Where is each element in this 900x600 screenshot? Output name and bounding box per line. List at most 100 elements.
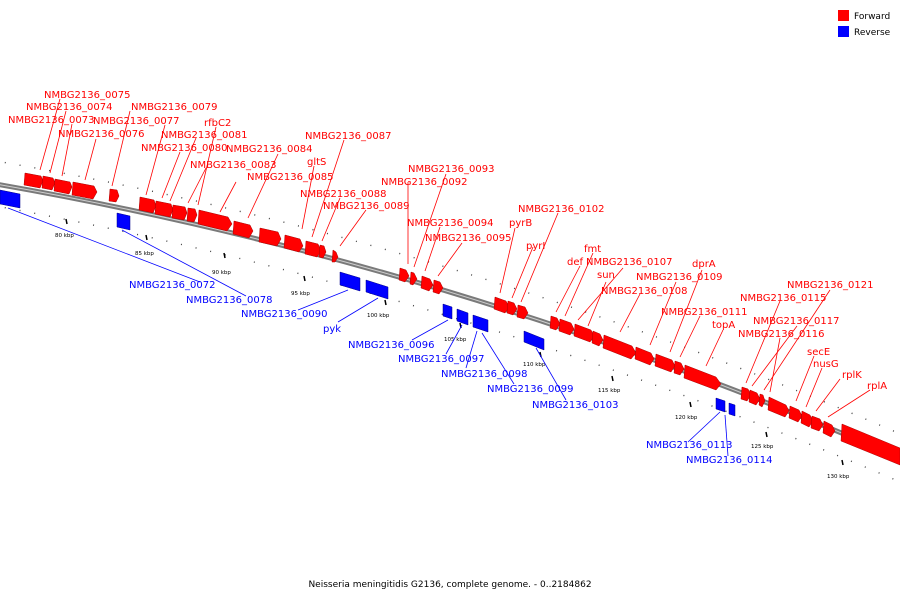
forward-gene: [71, 181, 98, 200]
gene-label: NMBG2136_0113: [646, 440, 732, 451]
tick-label: 100 kbp: [367, 313, 390, 319]
gene-label: rfbC2: [204, 118, 231, 129]
gene-label: NMBG2136_0081: [161, 130, 247, 141]
gene-label: NMBG2136_0076: [58, 129, 144, 140]
reverse-gene: [365, 279, 389, 300]
gene-label: NMBG2136_0115: [740, 293, 826, 304]
forward-gene: [654, 353, 676, 373]
forward-gene: [573, 323, 595, 343]
gene-label: topA: [712, 320, 735, 331]
forward-gene: [398, 267, 410, 283]
forward-gene: [108, 188, 120, 203]
forward-gene: [318, 244, 327, 259]
forward-gene: [331, 249, 339, 263]
forward-gene: [154, 200, 174, 218]
forward-gene: [23, 172, 44, 189]
reverse-gene: [472, 314, 489, 333]
reverse-gene: [456, 308, 469, 326]
legend-reverse-label: Reverse: [854, 28, 891, 38]
forward-gene: [197, 209, 233, 232]
forward-gene: [420, 275, 434, 292]
gene-label: NMBG2136_0080: [141, 143, 227, 154]
gene-label: fmt: [584, 244, 601, 255]
legend-forward-swatch: [838, 10, 849, 21]
forward-gene: [740, 386, 752, 402]
reverse-gene: [116, 212, 131, 231]
gene-label: NMBG2136_0088: [300, 189, 386, 200]
forward-gene-labels: NMBG2136_0075 NMBG2136_0074 NMBG2136_007…: [8, 90, 887, 392]
forward-gene: [673, 360, 685, 376]
legend-forward-label: Forward: [854, 12, 890, 22]
gene-label: NMBG2136_0102: [518, 204, 604, 215]
forward-gene: [53, 178, 73, 195]
forward-gene: [493, 296, 510, 314]
gene-label: NMBG2136_0109: [636, 272, 722, 283]
forward-gene: [171, 204, 188, 221]
major-ticks: [65, 218, 844, 466]
gene-label: NMBG2136_0116: [738, 329, 824, 340]
gene-label: NMBG2136_0121: [787, 280, 873, 291]
legend-reverse-swatch: [838, 26, 849, 37]
forward-gene: [634, 346, 655, 366]
gene-label: NMBG2136_0090: [241, 309, 327, 320]
gene-label: rplA: [867, 381, 887, 392]
gene-label: NMBG2136_0083: [190, 160, 276, 171]
tick-label: 105 kbp: [444, 337, 467, 343]
gene-label: NMBG2136_0077: [93, 116, 179, 127]
gene-label: sun: [597, 270, 615, 281]
forward-leader-lines: [39, 98, 871, 418]
genome-caption: Neisseria meningitidis G2136, complete g…: [308, 580, 591, 590]
tick-label: 90 kbp: [212, 270, 231, 276]
forward-gene: [41, 175, 56, 191]
gene-label: NMBG2136_0078: [186, 295, 272, 306]
gene-label: NMBG2136_0095: [425, 233, 511, 244]
gene-label: NMBG2136_0098: [441, 369, 527, 380]
reverse-genes: [0, 189, 736, 417]
reverse-leader-lines: [7, 207, 729, 457]
gene-label: NMBG2136_0089: [323, 201, 409, 212]
forward-gene: [506, 300, 518, 316]
forward-gene: [767, 396, 790, 418]
reverse-gene: [339, 271, 361, 292]
gene-label: pyrB: [509, 218, 532, 229]
gene-label: pyk: [323, 324, 341, 335]
gene-label: NMBG2136_0073: [8, 115, 94, 126]
gene-label: NMBG2136_0107: [586, 257, 672, 268]
gene-label: dprA: [692, 259, 716, 270]
tick-label: 130 kbp: [827, 474, 850, 480]
gene-label: NMBG2136_0084: [226, 144, 312, 155]
gene-label: gltS: [307, 157, 326, 168]
gene-label: NMBG2136_0094: [407, 218, 493, 229]
forward-gene: [558, 318, 575, 336]
tick-label: 85 kbp: [135, 251, 154, 257]
gene-label: NMBG2136_0075: [44, 90, 130, 101]
gene-label: rplK: [842, 370, 862, 381]
gene-label: NMBG2136_0097: [398, 354, 484, 365]
tick-label: 95 kbp: [291, 291, 310, 297]
forward-gene: [800, 410, 814, 428]
forward-gene: [758, 393, 766, 408]
reverse-gene: [442, 303, 453, 320]
gene-label: secE: [807, 347, 830, 358]
gene-label: NMBG2136_0114: [686, 455, 772, 466]
tick-labels: 80 kbp 85 kbp 90 kbp 95 kbp 100 kbp 105 …: [55, 233, 850, 480]
forward-gene: [138, 196, 157, 214]
outer-dotted-ring: [0, 161, 900, 435]
forward-gene: [283, 234, 304, 253]
reverse-gene-labels: NMBG2136_0072 NMBG2136_0078 NMBG2136_009…: [129, 280, 772, 466]
reverse-gene: [728, 402, 736, 417]
reverse-gene: [523, 330, 545, 351]
forward-gene: [810, 415, 824, 432]
gene-label: NMBG2136_0085: [247, 172, 333, 183]
forward-gene: [591, 330, 604, 347]
gene-label: def: [567, 257, 584, 268]
gene-label: NMBG2136_0111: [661, 307, 747, 318]
forward-genes: [23, 172, 900, 466]
reverse-gene: [715, 397, 726, 413]
gene-label: pyrI: [526, 241, 545, 252]
inner-dotted-ring: [0, 206, 900, 483]
gene-label: NMBG2136_0087: [305, 131, 391, 142]
forward-gene: [840, 423, 900, 466]
tick-label: 115 kbp: [598, 388, 621, 394]
